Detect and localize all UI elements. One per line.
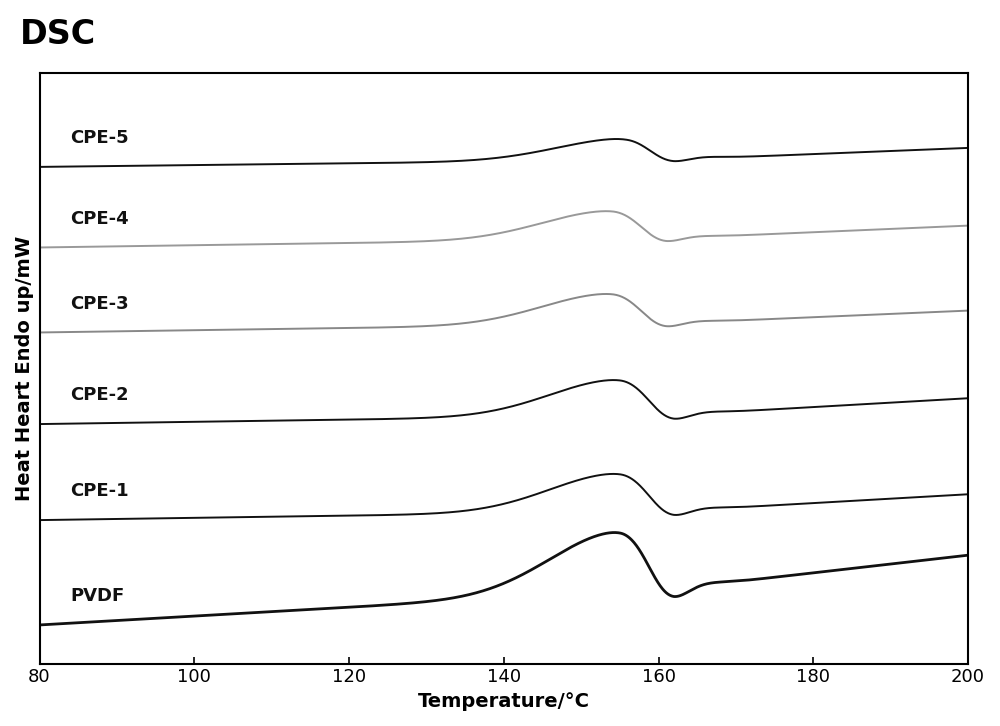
Text: CPE-3: CPE-3 [71,295,129,313]
Text: CPE-4: CPE-4 [71,210,129,228]
Y-axis label: Heat Heart Endo up/mW: Heat Heart Endo up/mW [15,236,34,501]
Text: CPE-5: CPE-5 [71,129,129,147]
X-axis label: Temperature/°C: Temperature/°C [418,692,590,711]
Text: CPE-1: CPE-1 [71,482,129,500]
Text: CPE-2: CPE-2 [71,386,129,404]
Text: PVDF: PVDF [71,587,125,605]
Text: DSC: DSC [20,18,96,51]
